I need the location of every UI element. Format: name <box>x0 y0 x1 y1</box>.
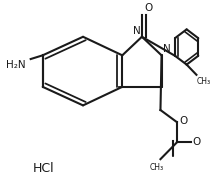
Text: H₂N: H₂N <box>6 60 25 70</box>
Text: N: N <box>133 26 141 36</box>
Text: N: N <box>163 44 170 54</box>
Text: CH₃: CH₃ <box>196 77 211 86</box>
Text: O: O <box>144 3 152 13</box>
Text: O: O <box>179 116 187 126</box>
Text: HCl: HCl <box>33 162 54 175</box>
Text: O: O <box>192 137 200 147</box>
Text: CH₃: CH₃ <box>150 163 164 172</box>
